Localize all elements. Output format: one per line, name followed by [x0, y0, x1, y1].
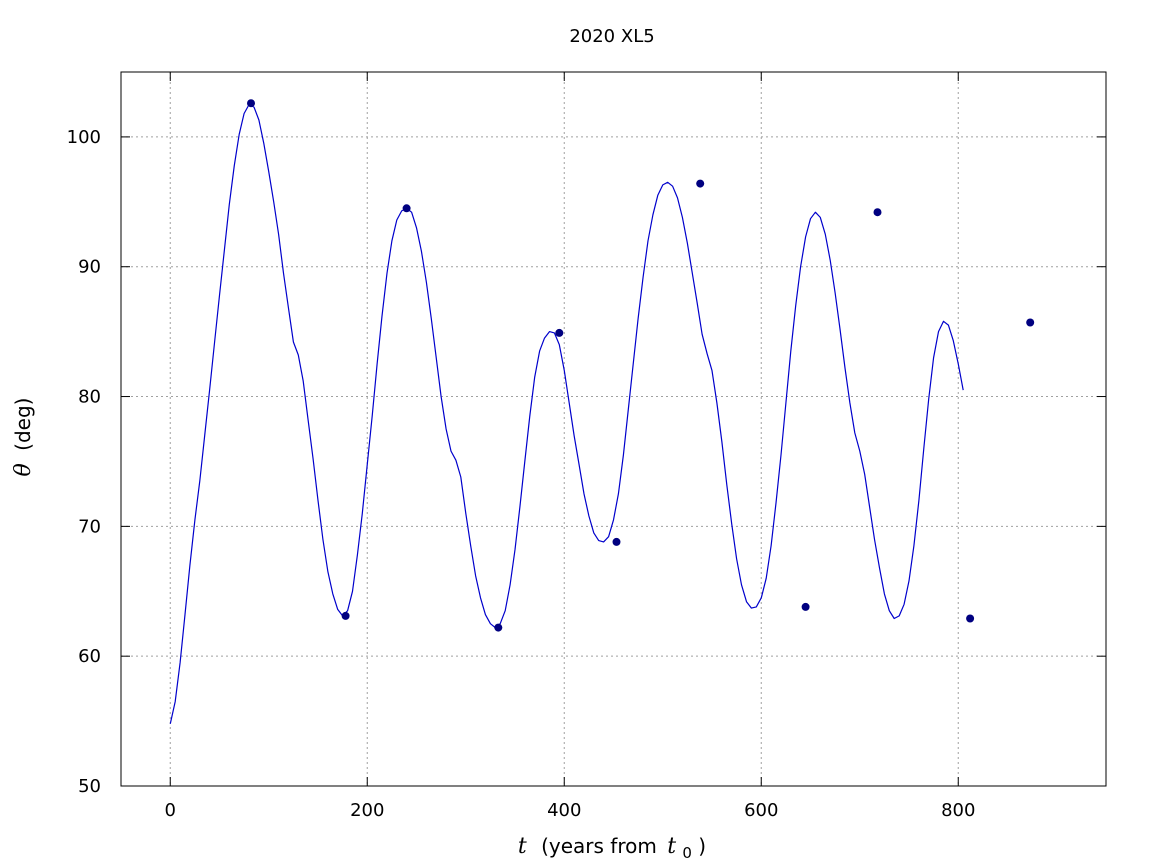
marker-layer [247, 99, 1035, 632]
y-axis-var: θ [11, 463, 36, 476]
y-tick-label: 90 [78, 257, 101, 278]
extremum-point [966, 614, 975, 623]
extremum-point [402, 204, 411, 213]
x-tick-label: 400 [547, 800, 581, 821]
x-axis-sub-index: 0 [682, 844, 692, 862]
x-axis-close: ) [698, 834, 706, 858]
y-tick-label: 100 [67, 127, 101, 148]
series-layer [169, 103, 964, 724]
extremum-point [1026, 318, 1035, 327]
x-axis-sub-var: t [667, 834, 676, 859]
y-tick-label: 70 [78, 516, 101, 537]
x-axis-text: (years from [541, 834, 657, 858]
x-tick-label: 200 [350, 800, 384, 821]
chart-title: 2020 XL5 [569, 26, 654, 47]
y-axis-ticks: 50 60 70 80 90 100 [67, 127, 1106, 797]
y-tick-label: 60 [78, 646, 101, 667]
extremum-point [247, 99, 255, 108]
extremum-point [341, 611, 350, 620]
x-tick-label: 800 [941, 800, 975, 821]
y-tick-label: 80 [78, 387, 101, 408]
y-axis-label: θ (deg) [11, 398, 36, 477]
y-tick-label: 50 [78, 776, 101, 797]
y-axis-text: (deg) [11, 398, 35, 451]
grid [121, 72, 1106, 786]
extremum-point [612, 537, 621, 546]
extremum-point [801, 602, 810, 611]
extremum-point [873, 208, 882, 217]
x-tick-label: 600 [744, 800, 778, 821]
extremum-point [696, 179, 705, 188]
x-axis-ticks: 0 200 400 600 800 [165, 72, 975, 821]
series-line [169, 103, 964, 724]
x-axis-var: t [518, 834, 527, 859]
x-tick-label: 0 [165, 800, 176, 821]
extremum-point [555, 328, 564, 337]
plot-frame [120, 71, 1107, 787]
x-axis-label: t (years from t 0 ) [518, 834, 706, 863]
extremum-point [494, 623, 503, 632]
